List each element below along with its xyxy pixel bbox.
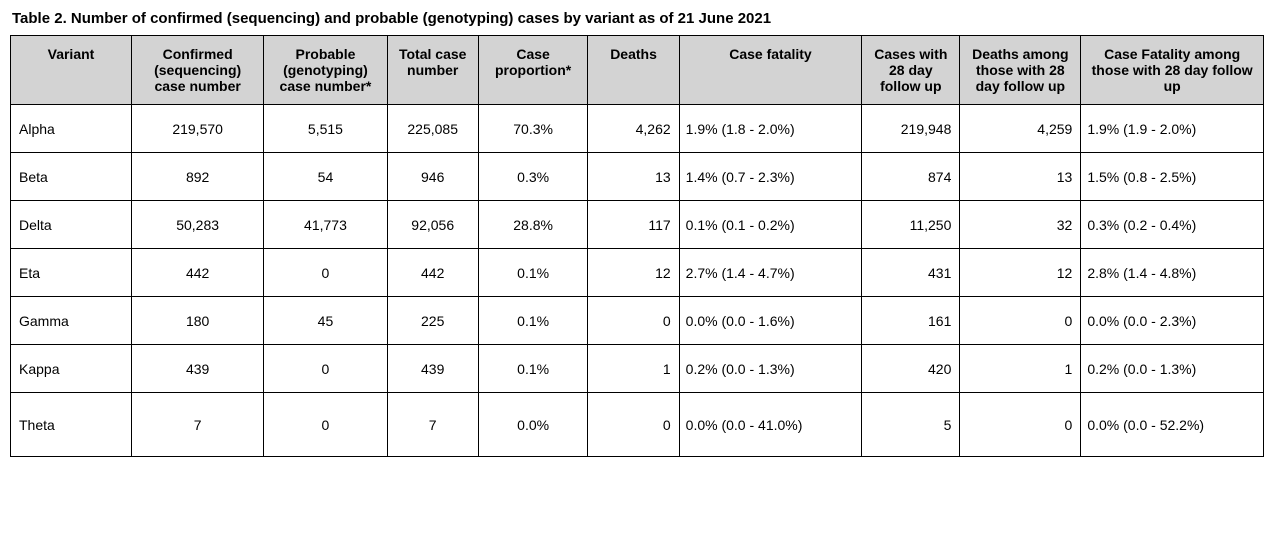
table-cell: 12 bbox=[960, 249, 1081, 297]
table-cell: 4,262 bbox=[588, 105, 679, 153]
table-cell: 0.2% (0.0 - 1.3%) bbox=[679, 345, 862, 393]
table-row: Kappa43904390.1%10.2% (0.0 - 1.3%)42010.… bbox=[11, 345, 1264, 393]
column-header: Cases with 28 day follow up bbox=[862, 36, 960, 105]
table-cell: 0 bbox=[960, 297, 1081, 345]
table-cell: 0.0% (0.0 - 41.0%) bbox=[679, 393, 862, 457]
table-cell: 11,250 bbox=[862, 201, 960, 249]
table-cell: 0.0% (0.0 - 1.6%) bbox=[679, 297, 862, 345]
table-cell: 420 bbox=[862, 345, 960, 393]
table-cell: 0 bbox=[960, 393, 1081, 457]
table-cell: 0.1% (0.1 - 0.2%) bbox=[679, 201, 862, 249]
table-row: Beta892549460.3%131.4% (0.7 - 2.3%)87413… bbox=[11, 153, 1264, 201]
table-cell: 32 bbox=[960, 201, 1081, 249]
table-cell: Delta bbox=[11, 201, 132, 249]
table-cell: 0 bbox=[264, 249, 387, 297]
column-header: Confirmed (sequencing) case number bbox=[131, 36, 263, 105]
table-cell: 7 bbox=[387, 393, 478, 457]
table-cell: 5,515 bbox=[264, 105, 387, 153]
table-cell: Beta bbox=[11, 153, 132, 201]
table-cell: 892 bbox=[131, 153, 263, 201]
table-cell: 219,948 bbox=[862, 105, 960, 153]
table-cell: 1.9% (1.8 - 2.0%) bbox=[679, 105, 862, 153]
variant-table: VariantConfirmed (sequencing) case numbe… bbox=[10, 35, 1264, 457]
table-cell: 0.0% (0.0 - 2.3%) bbox=[1081, 297, 1264, 345]
table-cell: 0 bbox=[264, 393, 387, 457]
table-cell: 50,283 bbox=[131, 201, 263, 249]
table-cell: 54 bbox=[264, 153, 387, 201]
table-cell: Gamma bbox=[11, 297, 132, 345]
column-header: Probable (genotyping) case number* bbox=[264, 36, 387, 105]
table-cell: 1.9% (1.9 - 2.0%) bbox=[1081, 105, 1264, 153]
table-cell: 28.8% bbox=[478, 201, 588, 249]
table-cell: 0.1% bbox=[478, 297, 588, 345]
table-cell: 92,056 bbox=[387, 201, 478, 249]
table-cell: Alpha bbox=[11, 105, 132, 153]
table-cell: 225 bbox=[387, 297, 478, 345]
table-cell: 2.8% (1.4 - 4.8%) bbox=[1081, 249, 1264, 297]
table-cell: 180 bbox=[131, 297, 263, 345]
table-cell: 1.5% (0.8 - 2.5%) bbox=[1081, 153, 1264, 201]
table-cell: 1.4% (0.7 - 2.3%) bbox=[679, 153, 862, 201]
table-cell: 946 bbox=[387, 153, 478, 201]
table-cell: 439 bbox=[131, 345, 263, 393]
column-header: Case proportion* bbox=[478, 36, 588, 105]
table-cell: Theta bbox=[11, 393, 132, 457]
table-cell: 0.1% bbox=[478, 345, 588, 393]
table-body: Alpha219,5705,515225,08570.3%4,2621.9% (… bbox=[11, 105, 1264, 457]
table-cell: 0.1% bbox=[478, 249, 588, 297]
table-cell: 442 bbox=[387, 249, 478, 297]
table-cell: 0 bbox=[588, 393, 679, 457]
table-row: Gamma180452250.1%00.0% (0.0 - 1.6%)16100… bbox=[11, 297, 1264, 345]
table-row: Alpha219,5705,515225,08570.3%4,2621.9% (… bbox=[11, 105, 1264, 153]
table-title: Table 2. Number of confirmed (sequencing… bbox=[10, 10, 1264, 27]
column-header: Deaths bbox=[588, 36, 679, 105]
table-cell: 1 bbox=[960, 345, 1081, 393]
table-row: Theta7070.0%00.0% (0.0 - 41.0%)500.0% (0… bbox=[11, 393, 1264, 457]
header-row: VariantConfirmed (sequencing) case numbe… bbox=[11, 36, 1264, 105]
table-cell: 431 bbox=[862, 249, 960, 297]
column-header: Case fatality bbox=[679, 36, 862, 105]
column-header: Variant bbox=[11, 36, 132, 105]
column-header: Case Fatality among those with 28 day fo… bbox=[1081, 36, 1264, 105]
column-header: Deaths among those with 28 day follow up bbox=[960, 36, 1081, 105]
table-cell: 0.3% (0.2 - 0.4%) bbox=[1081, 201, 1264, 249]
table-cell: 0.2% (0.0 - 1.3%) bbox=[1081, 345, 1264, 393]
table-cell: 1 bbox=[588, 345, 679, 393]
table-cell: 5 bbox=[862, 393, 960, 457]
table-cell: Kappa bbox=[11, 345, 132, 393]
table-cell: 0.0% bbox=[478, 393, 588, 457]
table-row: Delta50,28341,77392,05628.8%1170.1% (0.1… bbox=[11, 201, 1264, 249]
table-cell: 0 bbox=[588, 297, 679, 345]
table-cell: 12 bbox=[588, 249, 679, 297]
table-cell: 13 bbox=[960, 153, 1081, 201]
table-cell: 442 bbox=[131, 249, 263, 297]
table-cell: 0.0% (0.0 - 52.2%) bbox=[1081, 393, 1264, 457]
table-cell: 117 bbox=[588, 201, 679, 249]
table-cell: 225,085 bbox=[387, 105, 478, 153]
table-row: Eta44204420.1%122.7% (1.4 - 4.7%)431122.… bbox=[11, 249, 1264, 297]
table-cell: 161 bbox=[862, 297, 960, 345]
column-header: Total case number bbox=[387, 36, 478, 105]
table-cell: 13 bbox=[588, 153, 679, 201]
table-cell: 874 bbox=[862, 153, 960, 201]
table-cell: 219,570 bbox=[131, 105, 263, 153]
table-cell: 41,773 bbox=[264, 201, 387, 249]
table-cell: 439 bbox=[387, 345, 478, 393]
table-cell: 2.7% (1.4 - 4.7%) bbox=[679, 249, 862, 297]
table-cell: 0.3% bbox=[478, 153, 588, 201]
table-cell: 70.3% bbox=[478, 105, 588, 153]
table-cell: 0 bbox=[264, 345, 387, 393]
table-cell: 4,259 bbox=[960, 105, 1081, 153]
table-cell: 45 bbox=[264, 297, 387, 345]
table-cell: Eta bbox=[11, 249, 132, 297]
table-cell: 7 bbox=[131, 393, 263, 457]
